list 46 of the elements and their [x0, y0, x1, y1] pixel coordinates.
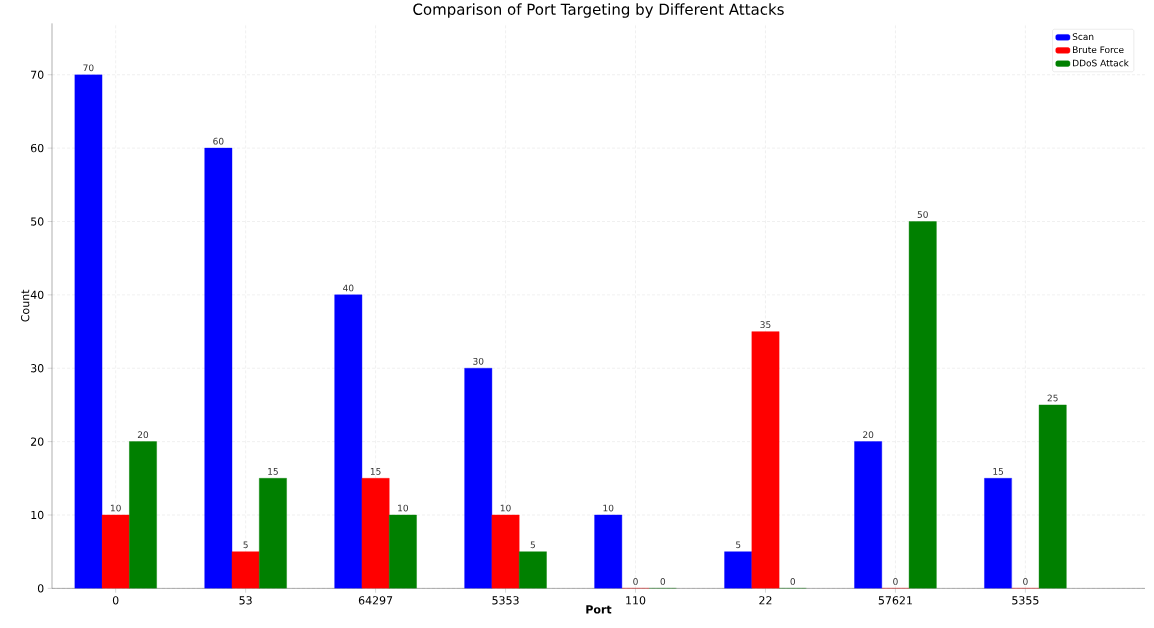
data-label: 10	[398, 504, 409, 512]
data-label: 20	[137, 431, 149, 438]
data-label: 50	[917, 210, 928, 218]
y-tick-label: 20	[31, 437, 44, 446]
x-tick-label: 53	[239, 596, 252, 605]
data-label: 5	[736, 541, 741, 548]
data-label: 0	[790, 577, 796, 585]
legend-label: DDoS Attack	[1073, 59, 1129, 67]
y-tick-label: 30	[31, 363, 44, 373]
data-label: 35	[760, 321, 771, 328]
data-label: 0	[633, 577, 638, 585]
y-tick-label: 40	[30, 290, 44, 299]
data-label: 10	[603, 504, 614, 512]
y-tick-label: 10	[31, 510, 44, 519]
data-label: 15	[370, 467, 381, 475]
y-tick-label: 50	[31, 217, 44, 226]
data-label: 30	[473, 357, 484, 365]
x-tick-label: 64297	[358, 596, 393, 605]
x-tick-label: 110	[626, 596, 646, 605]
data-label: 10	[110, 504, 121, 512]
x-tick-label: 5355	[1012, 596, 1039, 605]
data-label: 0	[660, 577, 666, 585]
data-label: 70	[83, 64, 94, 72]
data-label: 10	[500, 504, 511, 512]
y-tick-label: 60	[30, 143, 44, 153]
chart-title: Comparison of Port Targeting by Different Attacks	[413, 3, 784, 18]
x-tick-label: 0	[112, 596, 119, 605]
y-tick-label: 70	[31, 70, 44, 79]
data-label: 15	[268, 467, 278, 475]
x-tick-label: 57621	[878, 596, 912, 605]
data-label: 15	[993, 467, 1004, 475]
data-label: 20	[863, 431, 874, 438]
legend-label: Brute Force	[1073, 46, 1124, 53]
data-label: 25	[1047, 394, 1058, 402]
data-label: 5	[243, 541, 248, 548]
data-label: 0	[1023, 577, 1028, 585]
x-tick-label: 22	[759, 596, 772, 605]
data-label: 60	[213, 137, 224, 145]
y-axis-title: Count	[21, 289, 30, 322]
x-tick-label: 5353	[492, 596, 519, 605]
y-tick-label: 0	[37, 584, 44, 593]
data-label: 5	[530, 541, 535, 548]
legend-label: Scan	[1072, 33, 1094, 40]
x-axis-title: Port	[586, 605, 612, 614]
data-label: 0	[893, 577, 898, 585]
data-label: 40	[343, 284, 354, 292]
